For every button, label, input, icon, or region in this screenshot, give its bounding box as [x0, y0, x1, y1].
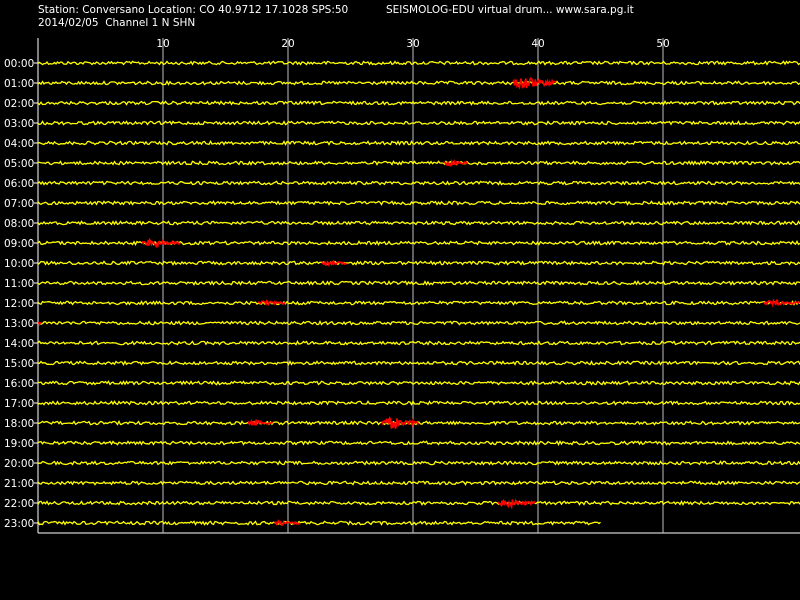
hour-label: 09:00 [4, 238, 34, 250]
hour-label: 18:00 [4, 418, 34, 430]
hour-label: 11:00 [4, 278, 34, 290]
x-tick-label: 10 [156, 38, 169, 50]
trace-row-20:00 [37, 460, 800, 466]
trace-row-05:00 [37, 160, 800, 166]
hour-label: 00:00 [4, 58, 34, 70]
hour-label: 07:00 [4, 198, 34, 210]
hour-label: 22:00 [4, 498, 34, 510]
hour-label: 23:00 [4, 518, 34, 530]
trace-row-02:00 [37, 100, 800, 106]
event-09:00 [141, 237, 181, 249]
trace-row-18:00 [37, 419, 800, 426]
trace-row-07:00 [37, 200, 800, 206]
hour-label: 20:00 [4, 458, 34, 470]
event-12:00 [257, 299, 286, 307]
trace-row-10:00 [37, 260, 800, 266]
trace-row-13:00 [37, 320, 800, 326]
trace-row-23:00 [37, 520, 601, 526]
trace-row-03:00 [37, 120, 800, 126]
event-22:00 [497, 498, 536, 510]
event-12:00 [763, 298, 800, 308]
trace-row-21:00 [37, 480, 800, 486]
event-23:00 [274, 518, 301, 526]
hour-label: 14:00 [4, 338, 34, 350]
event-10:00 [321, 259, 348, 268]
station-info: Station: Conversano Location: CO 40.9712… [38, 4, 349, 16]
hour-label: 10:00 [4, 258, 34, 270]
event-01:00 [512, 77, 557, 90]
event-05:00 [442, 158, 469, 167]
hour-label: 03:00 [4, 118, 34, 130]
trace-row-17:00 [37, 399, 800, 406]
hour-label: 13:00 [4, 318, 34, 330]
trace-row-16:00 [37, 380, 800, 386]
hour-label: 01:00 [4, 78, 34, 90]
event-18:00 [247, 418, 274, 426]
x-tick-label: 20 [281, 38, 294, 50]
hour-label: 17:00 [4, 398, 34, 410]
trace-row-04:00 [37, 140, 800, 147]
hour-label: 21:00 [4, 478, 34, 490]
trace-row-15:00 [37, 360, 800, 366]
hour-label: 15:00 [4, 358, 34, 370]
x-tick-label: 50 [656, 38, 669, 50]
hour-label: 08:00 [4, 218, 34, 230]
hour-label: 16:00 [4, 378, 34, 390]
trace-row-19:00 [37, 439, 800, 447]
hour-label: 19:00 [4, 438, 34, 450]
hour-label: 06:00 [4, 178, 34, 190]
trace-row-08:00 [37, 220, 800, 226]
chart-title: SEISMOLOG-EDU virtual drum... www.sara.p… [386, 4, 634, 16]
date-channel-info: 2014/02/05 Channel 1 N SHN [38, 17, 196, 29]
trace-row-12:00 [37, 300, 800, 306]
trace-row-00:00 [37, 60, 800, 66]
trace-row-06:00 [37, 180, 800, 186]
event-18:00 [381, 416, 420, 429]
hour-label: 05:00 [4, 158, 34, 170]
trace-row-14:00 [37, 339, 800, 346]
x-tick-label: 30 [406, 38, 419, 50]
trace-row-01:00 [37, 79, 800, 86]
trace-row-22:00 [37, 500, 800, 507]
hour-label: 12:00 [4, 298, 34, 310]
hour-label: 04:00 [4, 138, 34, 150]
x-tick-label: 40 [531, 38, 544, 50]
event-13:00 [37, 321, 42, 327]
hour-label: 02:00 [4, 98, 34, 110]
trace-row-11:00 [37, 280, 800, 286]
